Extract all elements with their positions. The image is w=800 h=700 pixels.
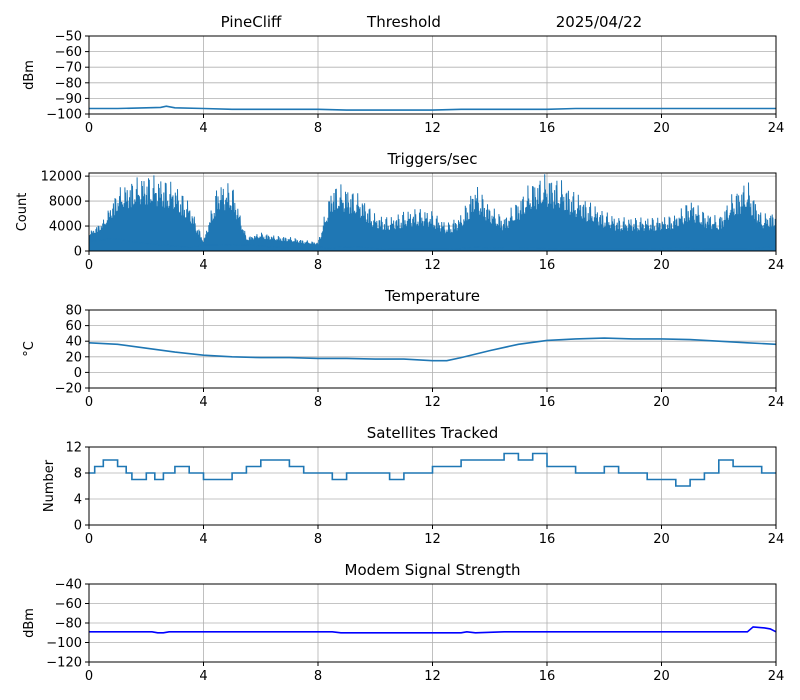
panel-4: 0 4 8 12 16 20 24 0 4 8 12 Number Satellites Tracked (42, 424, 784, 547)
date-label: 2025/04/22 (556, 13, 642, 31)
y-tick-label: −80 (55, 76, 82, 91)
y-axis-label: dBm (22, 60, 37, 90)
x-tick-label: 20 (653, 669, 670, 684)
x-tick-label: 4 (199, 532, 207, 547)
x-tick-label: 4 (199, 669, 207, 684)
x-tick-label: 16 (539, 258, 556, 273)
y-tick-label: 20 (65, 350, 82, 365)
y-tick-label: 12000 (41, 170, 82, 185)
y-tick-label: 12 (65, 441, 82, 456)
station-name: PineCliff (221, 13, 282, 31)
y-tick-label: −60 (55, 45, 82, 60)
chart-title: Triggers/sec (387, 150, 478, 168)
y-tick-label: −90 (55, 92, 82, 107)
series-line (89, 452, 776, 487)
x-tick-label: 12 (424, 121, 441, 136)
y-axis-label: Count (15, 193, 30, 232)
y-tick-label: −20 (55, 382, 82, 397)
x-tick-label: 24 (768, 258, 785, 273)
y-tick-label: −40 (55, 578, 82, 593)
x-tick-label: 0 (85, 532, 93, 547)
x-tick-label: 12 (424, 669, 441, 684)
chart-title: Temperature (384, 287, 480, 305)
y-tick-label: −80 (55, 617, 82, 632)
y-axis-label: Number (42, 459, 57, 512)
y-tick-label: 8 (74, 467, 82, 482)
x-tick-label: 24 (768, 669, 785, 684)
x-tick-label: 8 (314, 258, 322, 273)
x-tick-label: 20 (653, 395, 670, 410)
x-tick-label: 12 (424, 532, 441, 547)
x-tick-label: 20 (653, 532, 670, 547)
y-tick-label: −120 (46, 656, 82, 671)
panel-1: 0 4 8 12 16 20 24 −100−90−80−70−60−50 dBm (22, 30, 784, 137)
x-tick-label: 16 (539, 395, 556, 410)
x-tick-label: 12 (424, 258, 441, 273)
chart-title: Modem Signal Strength (345, 561, 521, 579)
series-line (88, 337, 777, 362)
y-tick-label: −60 (55, 597, 82, 612)
x-tick-label: 4 (199, 395, 207, 410)
x-tick-label: 8 (314, 121, 322, 136)
x-tick-label: 8 (314, 395, 322, 410)
series-area (88, 237, 777, 252)
series-line (89, 626, 777, 634)
x-tick-label: 20 (653, 258, 670, 273)
x-tick-label: 16 (539, 121, 556, 136)
mode-label: Threshold (366, 13, 441, 31)
x-tick-label: 12 (424, 395, 441, 410)
y-tick-label: 4000 (49, 220, 82, 235)
x-tick-label: 0 (85, 258, 93, 273)
x-tick-label: 16 (539, 532, 556, 547)
x-tick-label: 24 (768, 121, 785, 136)
x-tick-label: 0 (85, 395, 93, 410)
y-axis-label: °C (22, 341, 37, 357)
chart-title: Satellites Tracked (367, 424, 498, 442)
series-line (89, 105, 776, 111)
x-tick-label: 24 (768, 532, 785, 547)
x-tick-label: 0 (85, 121, 93, 136)
x-tick-label: 8 (314, 532, 322, 547)
x-tick-label: 8 (314, 669, 322, 684)
y-tick-label: −100 (46, 636, 82, 651)
panel-5: 0 4 8 12 16 20 24 −120 −100 −80 −60 −40 dBm Modem Sig… (22, 561, 784, 684)
y-tick-label: 8000 (49, 195, 82, 210)
x-tick-label: 24 (768, 395, 785, 410)
y-tick-label: 4 (74, 493, 82, 508)
x-tick-label: 4 (199, 258, 207, 273)
y-tick-label: −70 (55, 61, 82, 76)
y-tick-label: 0 (74, 245, 82, 260)
y-tick-label: 0 (74, 519, 82, 534)
y-tick-label: −100 (46, 108, 82, 123)
y-tick-label: 80 (65, 304, 82, 319)
x-tick-label: 20 (653, 121, 670, 136)
x-tick-label: 4 (199, 121, 207, 136)
x-tick-label: 0 (85, 669, 93, 684)
panel-2: 0 4 8 12 16 20 24 0 4000 8000 12000 Count Triggers/s… (15, 150, 784, 273)
y-tick-label: 60 (65, 319, 82, 334)
y-tick-label: −50 (55, 30, 82, 45)
y-axis-label: dBm (22, 608, 37, 638)
x-tick-label: 16 (539, 669, 556, 684)
y-tick-label: 0 (74, 366, 82, 381)
y-tick-label: 40 (65, 335, 82, 350)
